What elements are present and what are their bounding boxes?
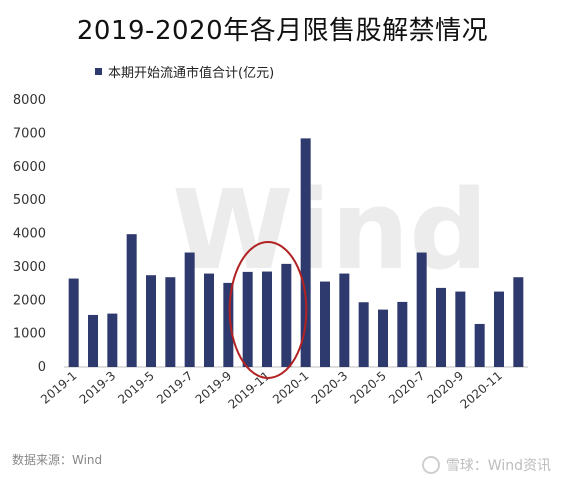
bar-2019-8 — [204, 273, 214, 367]
bar-2020-1 — [300, 138, 311, 367]
bar-2020-7 — [416, 252, 427, 367]
bar-2020-11 — [494, 291, 504, 367]
bar-2019-1 — [68, 278, 79, 367]
bar-2019-9 — [223, 282, 234, 367]
y-tick-label: 6000 — [13, 160, 46, 175]
bar-2019-3 — [107, 313, 118, 367]
y-tick-label: 3000 — [13, 260, 46, 275]
y-tick-label: 0 — [38, 360, 46, 375]
y-tick-label: 4000 — [13, 227, 46, 242]
bar-2019-11 — [262, 271, 272, 367]
bar-2019-12 — [281, 263, 292, 367]
highlight-ellipse — [228, 241, 308, 379]
x-tick-label: 2019-7 — [154, 369, 196, 407]
x-tick-label: 2020-7 — [386, 369, 428, 407]
x-tick-label: 2019-3 — [77, 369, 119, 407]
x-tick-label: 2020-3 — [309, 369, 351, 407]
bar-2020-2 — [320, 281, 330, 367]
legend-label: 本期开始流通市值合计(亿元) — [108, 66, 275, 81]
bar-2019-6 — [165, 277, 176, 367]
y-tick-label: 1000 — [13, 327, 46, 342]
footer-credit: 雪球：Wind资讯 — [421, 455, 551, 475]
bar-2020-10 — [474, 323, 485, 367]
bar-2020-8 — [436, 287, 446, 367]
source-note: 数据来源：Wind — [12, 453, 103, 467]
bar-2020-12 — [513, 277, 524, 367]
x-tick-label: 2020-11 — [458, 369, 505, 412]
x-tick-label: 2019-5 — [115, 369, 157, 407]
y-tick-label: 2000 — [13, 293, 46, 308]
bar-2020-5 — [378, 309, 388, 367]
bar-2020-4 — [358, 302, 369, 367]
bar-2019-4 — [126, 234, 137, 367]
footer-text: 雪球：Wind资讯 — [445, 458, 551, 474]
y-tick-label: 8000 — [13, 93, 46, 108]
y-tick-label: 7000 — [13, 126, 46, 141]
chart-legend: 本期开始流通市值合计(亿元) — [95, 62, 274, 81]
x-tick-label: 2019-11 — [226, 369, 273, 412]
bar-2019-10 — [242, 271, 253, 367]
bar-2020-6 — [397, 301, 408, 367]
chart-title: 2019-2020年各月限售股解禁情况 — [76, 16, 489, 46]
bar-2019-7 — [184, 252, 195, 367]
snowball-logo-icon — [421, 456, 440, 474]
x-tick-label: 2020-1 — [270, 369, 312, 407]
bar-2020-3 — [339, 273, 350, 367]
watermark-text: Wind — [172, 166, 488, 294]
bar-2019-5 — [146, 275, 156, 367]
bar-2019-2 — [88, 314, 98, 367]
bar-2020-9 — [455, 291, 466, 367]
x-tick-label: 2020-5 — [347, 369, 389, 407]
y-tick-label: 5000 — [13, 193, 46, 208]
legend-swatch — [95, 68, 102, 75]
